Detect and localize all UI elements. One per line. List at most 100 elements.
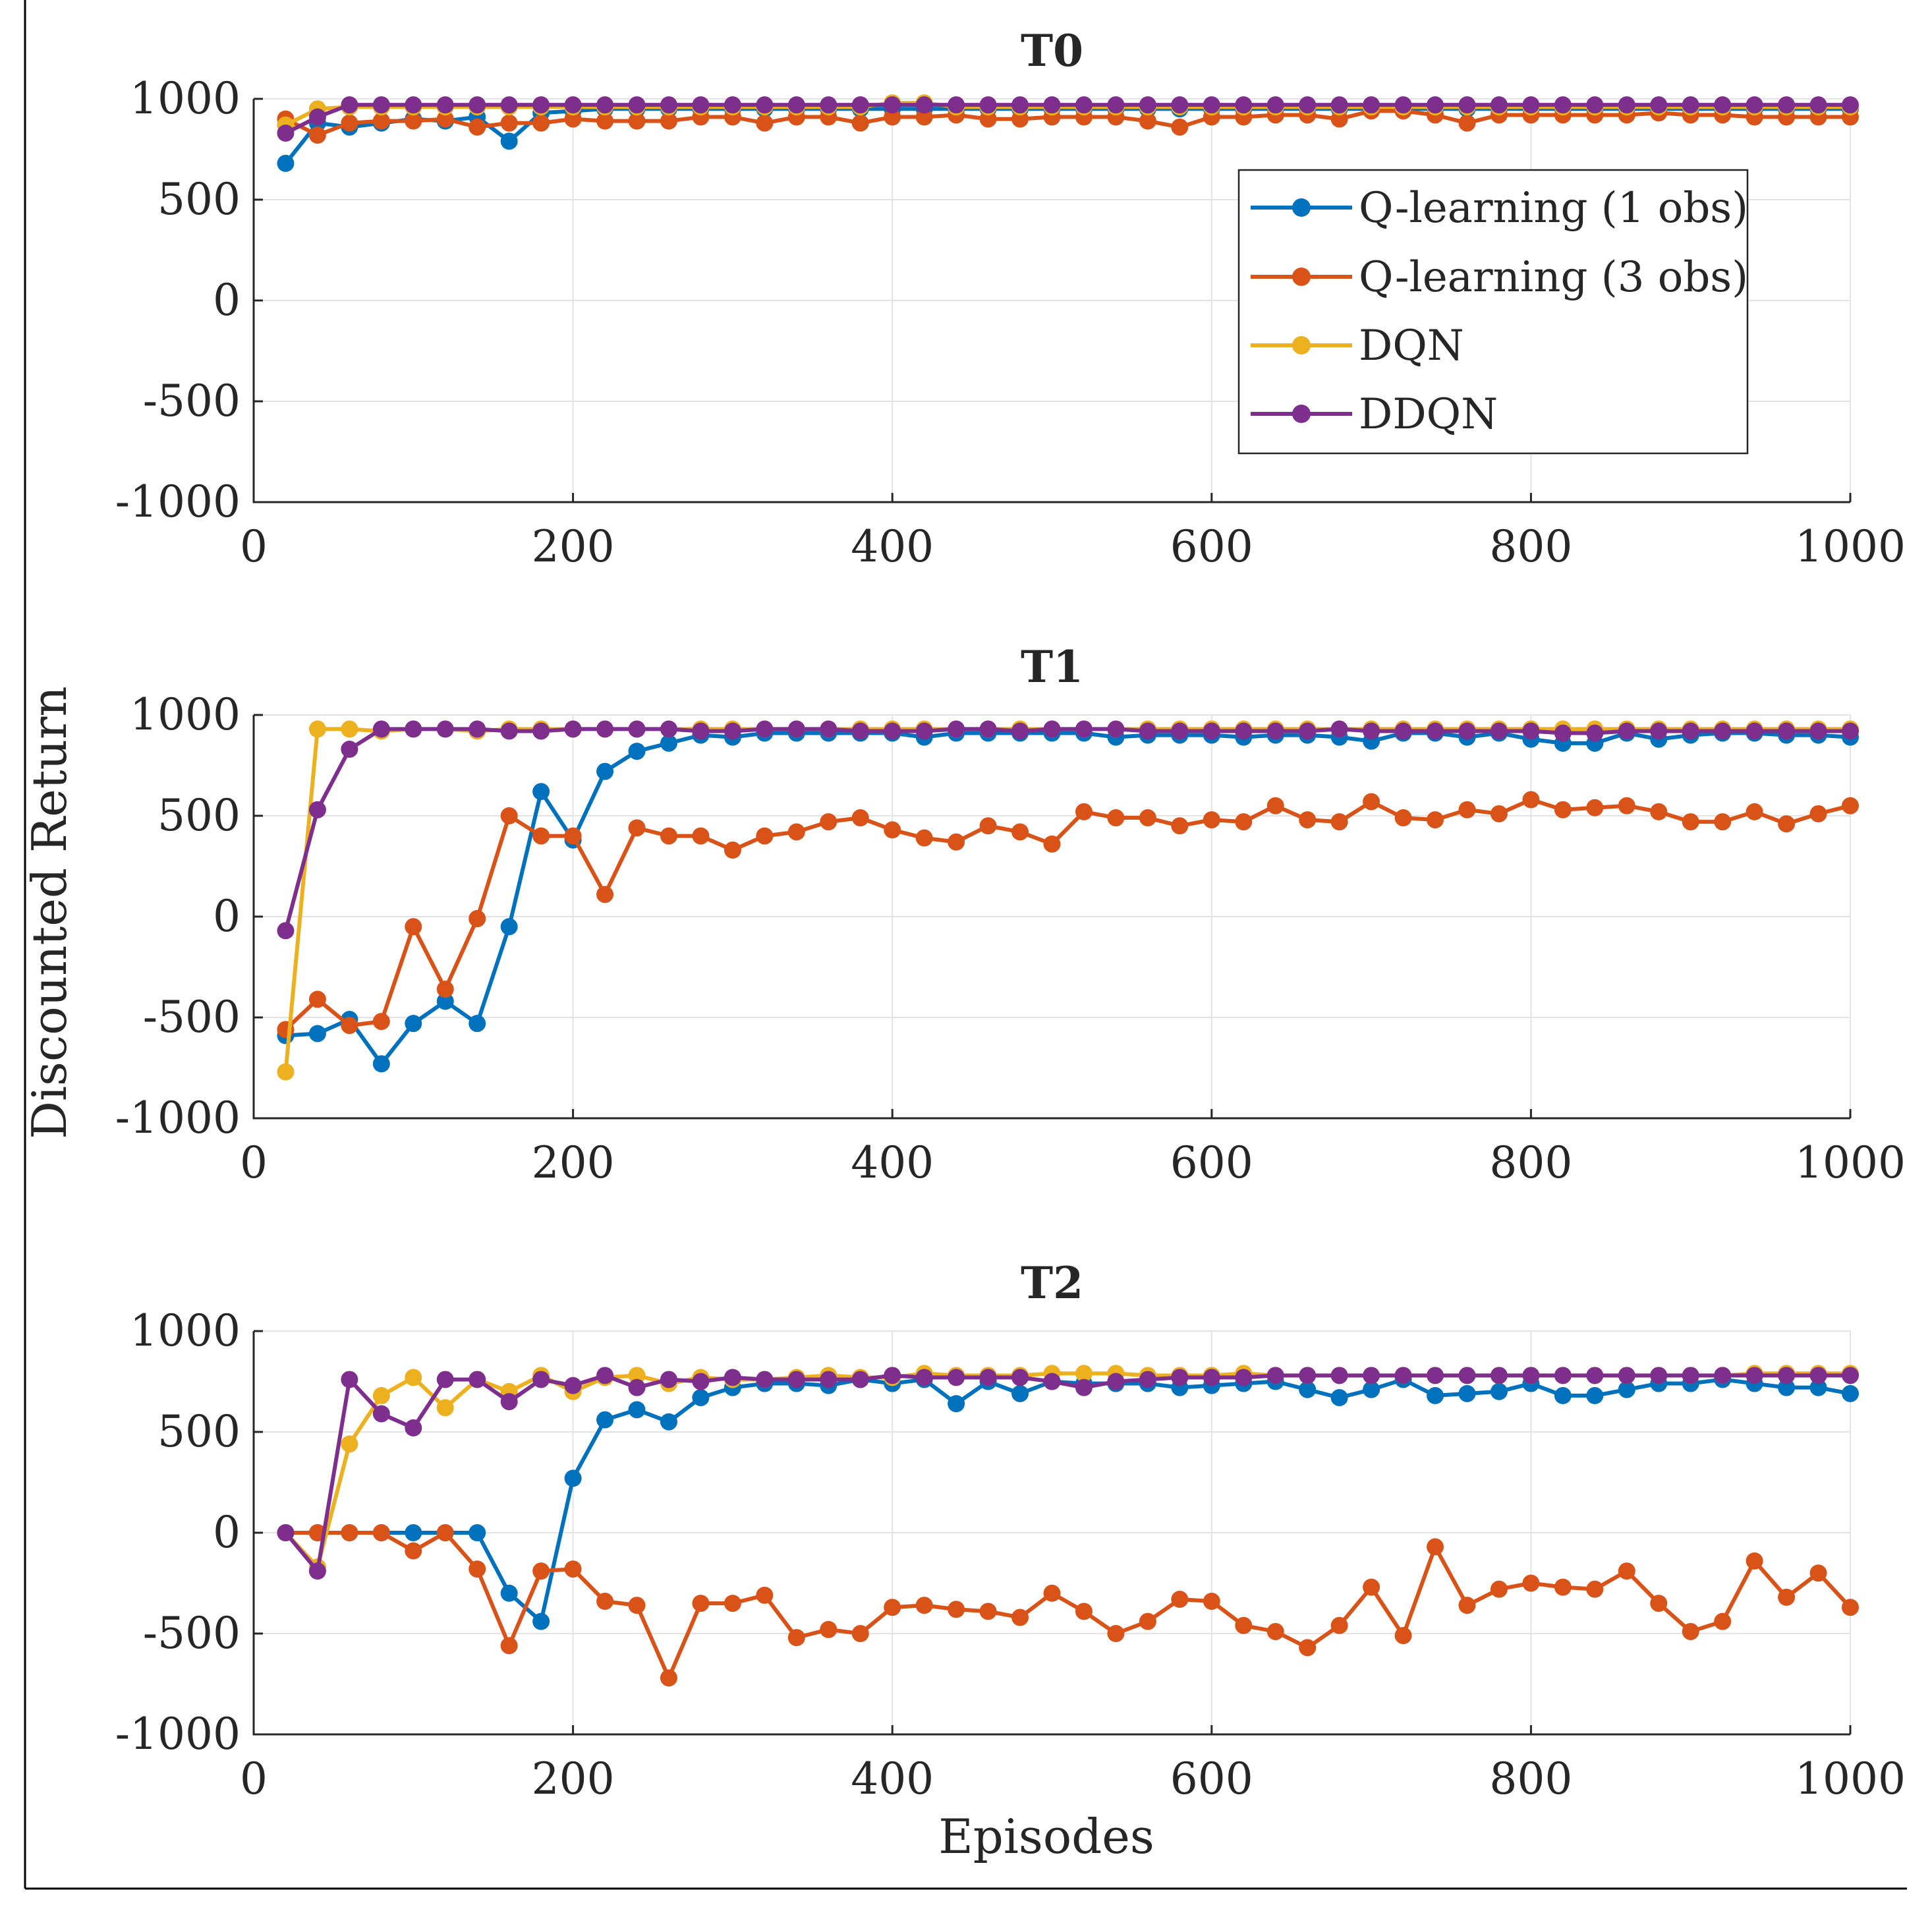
series-q-learning-3-obs-t1 xyxy=(277,791,1859,1039)
data-point-ddqn xyxy=(1235,722,1253,740)
data-point-ddqn xyxy=(596,96,614,114)
data-point-ddqn xyxy=(787,1371,805,1388)
data-point-q-learning-3-obs xyxy=(1299,811,1317,829)
y-tick-label: -1000 xyxy=(115,1093,241,1143)
legend-label-dqn: DQN xyxy=(1359,322,1464,370)
data-point-q-learning-1-obs xyxy=(469,1015,486,1033)
data-point-q-learning-1-obs xyxy=(692,1388,710,1406)
data-point-q-learning-3-obs xyxy=(596,886,614,903)
data-point-ddqn xyxy=(1011,722,1029,740)
data-point-ddqn xyxy=(660,1371,677,1388)
data-point-dqn xyxy=(341,1435,358,1453)
data-point-ddqn xyxy=(1586,724,1604,742)
data-point-ddqn xyxy=(1714,722,1732,740)
data-point-ddqn xyxy=(979,96,997,114)
data-point-ddqn xyxy=(1266,96,1284,114)
data-point-ddqn xyxy=(1522,96,1540,114)
data-point-q-learning-3-obs xyxy=(628,1597,646,1614)
x-tick-label: 0 xyxy=(240,1753,268,1804)
data-point-q-learning-3-obs xyxy=(405,112,422,130)
data-point-ddqn xyxy=(1682,96,1699,114)
data-point-q-learning-3-obs xyxy=(1714,813,1732,831)
data-point-q-learning-1-obs xyxy=(469,1524,486,1541)
data-point-q-learning-3-obs xyxy=(820,1620,838,1638)
data-point-ddqn xyxy=(1586,1367,1604,1384)
legend: Q-learning (1 obs) Q-learning (3 obs) DQ… xyxy=(1237,169,1749,455)
data-point-q-learning-1-obs xyxy=(564,1469,582,1487)
data-point-ddqn xyxy=(1107,720,1125,738)
x-tick-label: 1000 xyxy=(1795,521,1906,572)
data-point-ddqn xyxy=(884,1367,901,1384)
data-point-q-learning-3-obs xyxy=(1746,803,1763,820)
x-tick-label: 600 xyxy=(1170,1753,1253,1804)
data-point-ddqn xyxy=(756,96,774,114)
x-tick-label: 800 xyxy=(1489,1137,1572,1188)
series-line-dqn xyxy=(284,1371,1850,1570)
data-point-q-learning-3-obs xyxy=(1266,1622,1284,1640)
data-point-ddqn xyxy=(1778,1367,1796,1384)
x-tick-label: 200 xyxy=(532,1137,615,1188)
data-point-ddqn xyxy=(1011,96,1029,114)
data-point-q-learning-3-obs xyxy=(532,1562,550,1580)
data-point-q-learning-3-obs xyxy=(884,1599,901,1616)
data-point-q-learning-3-obs xyxy=(405,918,422,936)
data-point-q-learning-1-obs xyxy=(1809,1379,1827,1396)
data-point-q-learning-1-obs xyxy=(628,743,646,760)
data-point-dqn xyxy=(341,720,358,738)
data-point-ddqn xyxy=(1330,96,1348,114)
data-point-q-learning-3-obs xyxy=(915,108,933,126)
data-point-ddqn xyxy=(596,1367,614,1384)
data-point-q-learning-1-obs xyxy=(1554,1386,1572,1404)
data-point-ddqn xyxy=(1650,1367,1668,1384)
data-point-q-learning-3-obs xyxy=(1809,805,1827,822)
data-point-ddqn xyxy=(1394,1367,1412,1384)
data-point-q-learning-3-obs xyxy=(500,1637,518,1655)
data-point-ddqn xyxy=(436,720,454,738)
data-point-q-learning-1-obs xyxy=(500,918,518,936)
data-point-q-learning-3-obs xyxy=(692,827,710,845)
data-point-ddqn xyxy=(1363,722,1380,740)
data-point-ddqn xyxy=(851,1371,869,1388)
data-point-q-learning-3-obs xyxy=(1299,1639,1317,1657)
data-point-q-learning-3-obs xyxy=(469,118,486,136)
data-point-ddqn xyxy=(1746,96,1763,114)
data-point-q-learning-1-obs xyxy=(405,1015,422,1033)
legend-box xyxy=(1237,169,1749,455)
data-point-ddqn xyxy=(1714,96,1732,114)
data-point-ddqn xyxy=(915,1369,933,1386)
data-point-q-learning-3-obs xyxy=(341,1017,358,1035)
x-tick-label: 200 xyxy=(532,521,615,572)
data-point-q-learning-1-obs xyxy=(1427,1386,1444,1404)
data-point-ddqn xyxy=(1778,722,1796,740)
data-point-ddqn xyxy=(1427,96,1444,114)
data-point-ddqn xyxy=(1809,1367,1827,1384)
panel-t2: 0 200 400 600 800 1000 -1000 -500 0 500 1000 T2 xyxy=(115,1257,1906,1804)
data-point-ddqn xyxy=(372,720,390,738)
data-point-ddqn xyxy=(564,96,582,114)
data-point-q-learning-3-obs xyxy=(1043,1584,1061,1602)
data-point-q-learning-3-obs xyxy=(372,1524,390,1541)
panels: 0 200 400 600 800 1000 -1000 -500 0 500 1000 T0 0 200… xyxy=(115,25,1906,1804)
data-point-ddqn xyxy=(1266,1367,1284,1384)
data-point-q-learning-1-obs xyxy=(532,1612,550,1630)
data-point-q-learning-3-obs xyxy=(851,1625,869,1642)
data-point-ddqn xyxy=(1554,1367,1572,1384)
x-tick-label: 600 xyxy=(1170,521,1253,572)
y-tick-label: 0 xyxy=(213,891,241,942)
data-point-ddqn xyxy=(1330,720,1348,738)
data-point-ddqn xyxy=(277,922,295,940)
data-point-ddqn xyxy=(596,720,614,738)
data-point-q-learning-1-obs xyxy=(596,762,614,780)
data-point-q-learning-3-obs xyxy=(1682,1622,1699,1640)
series-line-q-learning-1-obs xyxy=(285,731,1851,1066)
data-point-ddqn xyxy=(1363,1367,1380,1384)
data-point-q-learning-3-obs xyxy=(532,114,550,132)
series-ddqn-t2 xyxy=(277,1367,1859,1580)
data-point-ddqn xyxy=(820,1371,838,1388)
series-line-dqn xyxy=(283,727,1850,1072)
data-point-q-learning-3-obs xyxy=(948,1601,965,1618)
data-point-q-learning-3-obs xyxy=(660,112,677,130)
data-point-q-learning-3-obs xyxy=(1650,803,1668,820)
data-point-ddqn xyxy=(1171,722,1189,740)
